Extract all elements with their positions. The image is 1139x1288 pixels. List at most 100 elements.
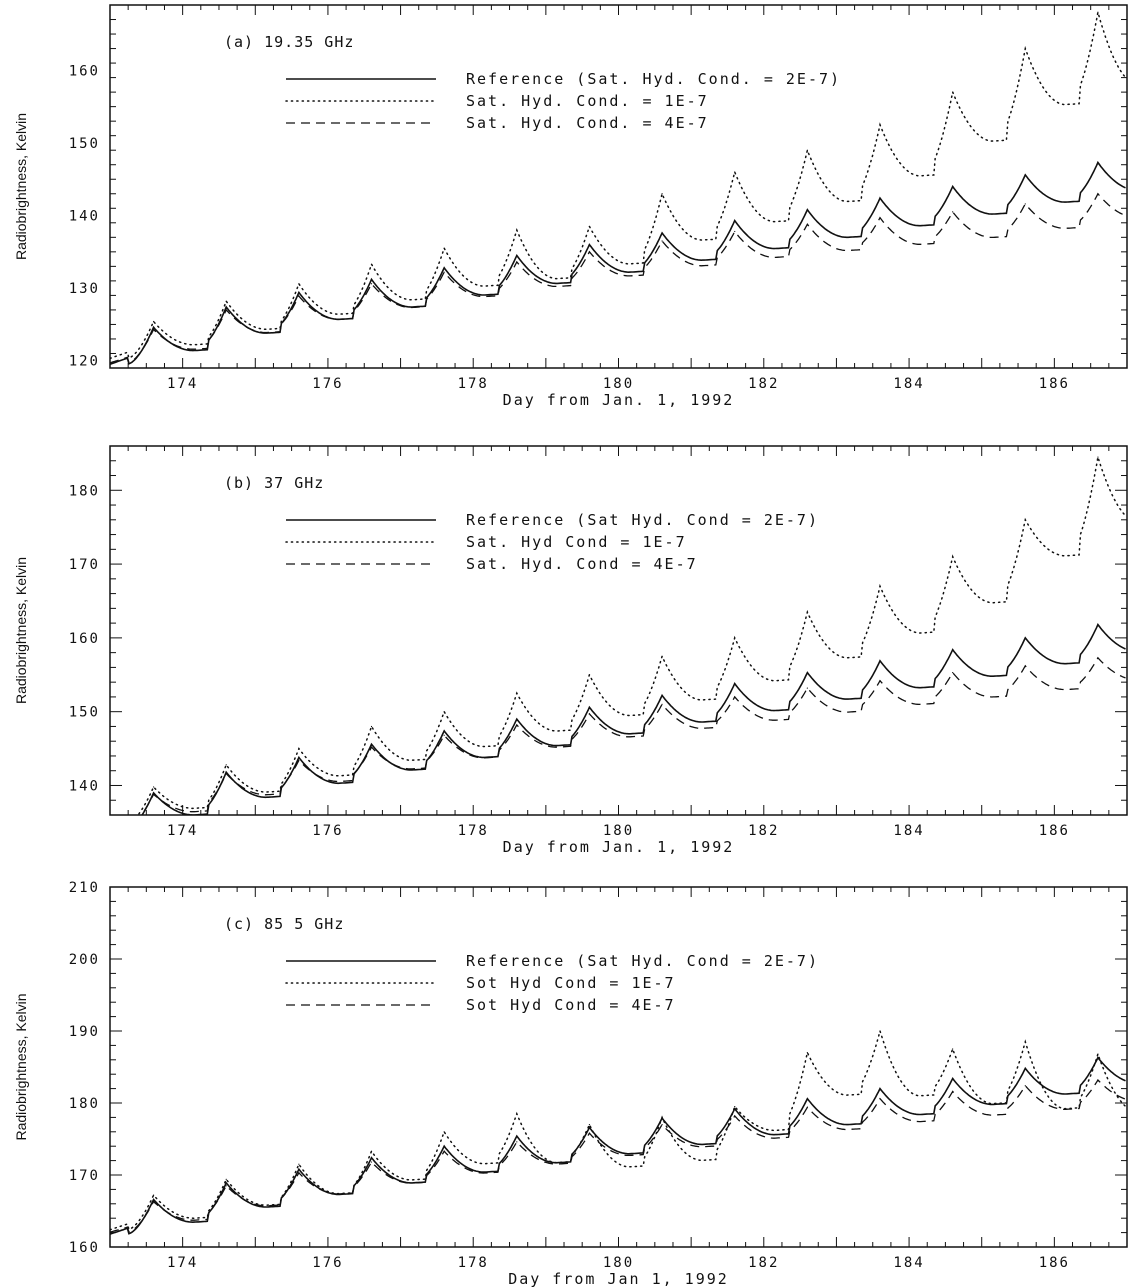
data-point <box>225 771 227 773</box>
data-point <box>370 1157 373 1159</box>
y-tick-label: 150 <box>69 136 100 152</box>
data-point <box>152 792 155 794</box>
x-tick-label: 180 <box>603 823 634 839</box>
data-point <box>734 220 736 222</box>
data-point <box>734 171 736 173</box>
data-point <box>806 687 808 689</box>
y-tick-label: 120 <box>69 354 100 370</box>
data-point <box>879 217 881 219</box>
data-point <box>298 759 300 761</box>
y-tick-label: 140 <box>69 209 100 225</box>
data-point <box>879 1098 881 1100</box>
data-point <box>370 283 373 285</box>
data-point <box>443 730 445 732</box>
data-point <box>1024 519 1026 521</box>
data-point <box>298 756 300 759</box>
data-point <box>443 734 445 736</box>
data-point <box>298 295 300 297</box>
data-point <box>1097 161 1099 164</box>
data-point <box>1024 174 1026 176</box>
data-point <box>734 1115 736 1117</box>
y-axis-label: Radiobrightness, Kelvin <box>13 113 29 260</box>
data-point <box>588 251 591 253</box>
legend-entry: Reference (Sat Hyd. Cond = 2E-7) <box>466 952 819 970</box>
panel-title: (a) 19.35 GHz <box>224 33 354 51</box>
legend-entry: Sat. Hyd Cond = 1E-7 <box>466 533 687 551</box>
data-point <box>443 271 445 273</box>
panel-0: 174 176 178 180 182 184 186 120 130 140 150 160 Day … <box>13 4 1128 409</box>
data-point <box>952 91 954 93</box>
y-tick-label: 190 <box>69 1024 100 1040</box>
legend-entry: Sat. Hyd. Cond. = 4E-7 <box>466 114 709 132</box>
data-point <box>370 743 373 745</box>
data-point <box>588 706 591 708</box>
data-point <box>734 230 736 233</box>
data-point <box>1024 1041 1026 1043</box>
x-tick-label: 178 <box>458 823 489 839</box>
y-tick-label: 160 <box>69 631 100 647</box>
data-point <box>225 1185 227 1187</box>
data-point <box>152 1194 155 1196</box>
data-point <box>370 278 373 281</box>
x-tick-label: 180 <box>603 376 634 392</box>
data-point <box>952 671 954 674</box>
data-point <box>952 556 954 558</box>
series-line-solid <box>110 160 1126 365</box>
data-point <box>516 692 518 694</box>
data-point <box>806 1052 808 1054</box>
y-tick-label: 130 <box>69 281 100 297</box>
data-point <box>1097 193 1099 195</box>
data-point <box>734 696 736 698</box>
data-point <box>225 309 227 311</box>
data-point <box>1024 1085 1026 1087</box>
plot-frame <box>109 445 1128 816</box>
plot-frame <box>109 886 1128 1248</box>
data-point <box>661 1116 663 1118</box>
y-tick-label: 160 <box>69 1240 100 1256</box>
data-point <box>152 1201 155 1203</box>
data-point <box>588 674 591 676</box>
data-point <box>952 185 954 188</box>
data-point <box>879 124 881 126</box>
data-point <box>225 1178 227 1180</box>
data-point <box>879 660 881 662</box>
data-point <box>952 1077 954 1080</box>
data-point <box>734 683 736 685</box>
x-tick-label: 176 <box>312 376 343 392</box>
x-tick-label: 176 <box>312 823 343 839</box>
data-point <box>952 649 954 651</box>
data-point <box>516 718 518 720</box>
data-point <box>806 223 808 225</box>
data-point <box>952 1048 954 1050</box>
data-point <box>516 1135 518 1137</box>
panel-2: 174 176 178 180 182 184 186 160 170 180 190 200 210 D… <box>13 880 1128 1288</box>
data-point <box>152 1198 155 1201</box>
data-point <box>661 694 663 697</box>
data-point <box>152 793 155 795</box>
data-point <box>1097 623 1099 626</box>
data-point <box>443 711 445 713</box>
x-axis-label: Day from Jan 1, 1992 <box>508 1270 729 1288</box>
data-point <box>516 254 518 257</box>
y-tick-label: 170 <box>69 557 100 573</box>
data-point <box>734 637 736 639</box>
x-tick-label: 178 <box>458 376 489 392</box>
data-point <box>952 211 954 213</box>
data-point <box>443 1150 445 1152</box>
data-point <box>806 611 808 613</box>
data-point <box>1024 637 1026 639</box>
y-tick-label: 180 <box>69 483 100 499</box>
data-point <box>298 1172 300 1174</box>
data-point <box>879 680 881 682</box>
data-point <box>152 328 155 331</box>
data-point <box>152 786 155 788</box>
data-point <box>516 1141 518 1143</box>
x-tick-label: 186 <box>1039 1255 1070 1271</box>
data-point <box>588 713 591 715</box>
y-tick-label: 170 <box>69 1168 100 1184</box>
data-point <box>661 240 663 242</box>
y-tick-label: 210 <box>69 880 100 896</box>
series-line-solid <box>141 623 1126 815</box>
data-point <box>225 764 227 766</box>
